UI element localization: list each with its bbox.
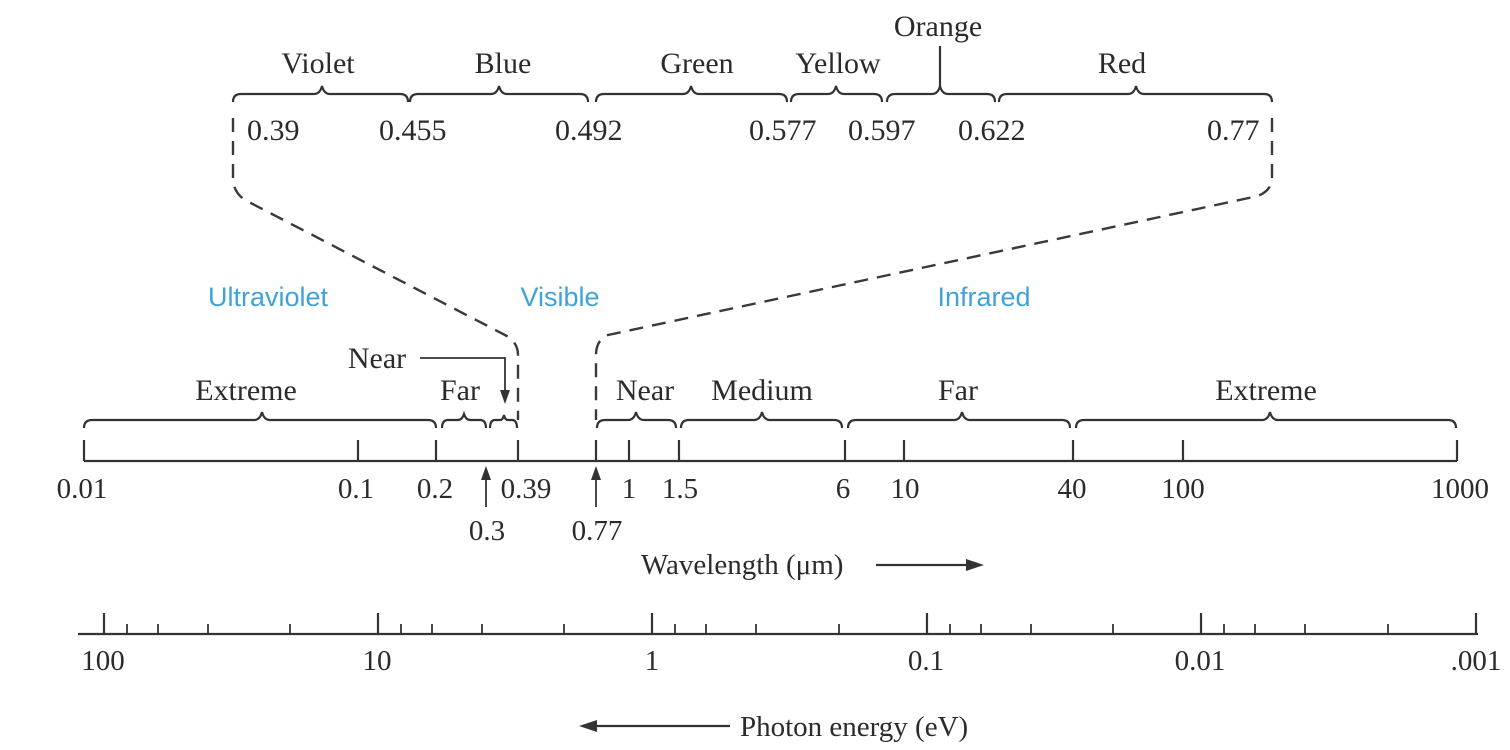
brace-blue bbox=[408, 85, 590, 103]
wl-label-0-01: 0.01 bbox=[57, 473, 108, 505]
brace-ir-extreme bbox=[1074, 411, 1458, 429]
wl-label-0-39: 0.39 bbox=[501, 473, 552, 505]
ir-extreme-label: Extreme bbox=[1215, 374, 1317, 407]
brace-ir-medium bbox=[679, 411, 844, 429]
wl-label-40: 40 bbox=[1058, 473, 1087, 505]
uv-extreme-label: Extreme bbox=[195, 374, 297, 407]
brace-yellow bbox=[789, 85, 884, 103]
energy-label-10: 10 bbox=[363, 645, 392, 677]
brace-ir-far bbox=[846, 411, 1072, 429]
ir-near-label: Near bbox=[616, 374, 674, 407]
energy-minor-ticks bbox=[126, 624, 1389, 634]
band-name-red: Red bbox=[1098, 47, 1146, 80]
arrow-0-77-head bbox=[591, 466, 601, 480]
brace-ir-near bbox=[595, 411, 678, 429]
band-name-yellow: Yellow bbox=[795, 47, 881, 80]
uv-far-label: Far bbox=[440, 374, 480, 407]
energy-label-0-1: 0.1 bbox=[908, 645, 944, 677]
energy-label-100: 100 bbox=[81, 645, 125, 677]
brace-uv-extreme bbox=[82, 411, 438, 429]
energy-label-0-01: 0.01 bbox=[1175, 645, 1226, 677]
region-label-ultraviolet: Ultraviolet bbox=[208, 282, 329, 312]
band-name-violet: Violet bbox=[281, 47, 355, 80]
energy-label-1: 1 bbox=[645, 645, 660, 677]
wl-label-0-2: 0.2 bbox=[417, 473, 453, 505]
visible-value-0-622: 0.622 bbox=[958, 114, 1026, 147]
brace-red bbox=[997, 85, 1274, 103]
visible-value-0-597: 0.597 bbox=[848, 114, 916, 147]
ir-medium-label: Medium bbox=[711, 374, 813, 407]
brace-uv-far bbox=[440, 410, 488, 429]
arrow-0-3-head bbox=[481, 466, 491, 480]
brace-orange bbox=[885, 85, 997, 103]
visible-detail-section: Violet Blue Green Yellow Orange Red 0.39… bbox=[231, 10, 1274, 420]
region-label-infrared: Infrared bbox=[937, 282, 1030, 312]
wl-label-1: 1 bbox=[622, 473, 637, 505]
energy-label-0-001: .001 bbox=[1451, 645, 1502, 677]
brace-uv-near bbox=[488, 414, 519, 429]
near-uv-pointer bbox=[420, 357, 506, 397]
band-name-orange: Orange bbox=[894, 10, 982, 43]
wavelength-axis: 0.01 0.1 0.2 0.39 1 1.5 6 10 40 100 1000… bbox=[57, 440, 1489, 581]
wl-label-6: 6 bbox=[836, 473, 851, 505]
band-name-blue: Blue bbox=[475, 47, 532, 80]
wl-label-1000: 1000 bbox=[1431, 473, 1489, 505]
brace-violet bbox=[231, 85, 410, 103]
ir-far-label: Far bbox=[938, 374, 978, 407]
wavelength-direction-arrowhead bbox=[966, 559, 984, 571]
energy-direction-arrowhead bbox=[579, 720, 597, 732]
arrow-label-0-77: 0.77 bbox=[572, 515, 623, 547]
visible-value-0-492: 0.492 bbox=[555, 114, 623, 147]
wl-label-1-5: 1.5 bbox=[662, 473, 698, 505]
zoom-connector-left bbox=[231, 118, 520, 420]
band-name-green: Green bbox=[660, 47, 733, 80]
visible-value-0-577: 0.577 bbox=[749, 114, 817, 147]
wl-label-0-1: 0.1 bbox=[338, 473, 374, 505]
near-uv-pointer-arrowhead bbox=[500, 390, 510, 404]
visible-value-0-77: 0.77 bbox=[1207, 114, 1260, 147]
uv-near-label: Near bbox=[348, 342, 406, 375]
visible-value-0-455: 0.455 bbox=[379, 114, 447, 147]
wl-label-100: 100 bbox=[1161, 473, 1205, 505]
arrow-label-0-3: 0.3 bbox=[469, 515, 505, 547]
visible-value-0-39: 0.39 bbox=[247, 114, 300, 147]
zoom-connector-right bbox=[594, 118, 1274, 420]
brace-green bbox=[594, 85, 789, 103]
energy-axis-title: Photon energy (eV) bbox=[740, 711, 968, 743]
wavelength-axis-title: Wavelength (μm) bbox=[641, 549, 843, 581]
photon-energy-axis: 100 10 1 0.1 0.01 .001 Photon energy (eV… bbox=[78, 613, 1501, 743]
wl-label-10: 10 bbox=[891, 473, 920, 505]
region-label-visible: Visible bbox=[520, 282, 599, 312]
wavelength-subbands: Extreme Far Near Near Medium Far Extreme bbox=[82, 342, 1458, 429]
